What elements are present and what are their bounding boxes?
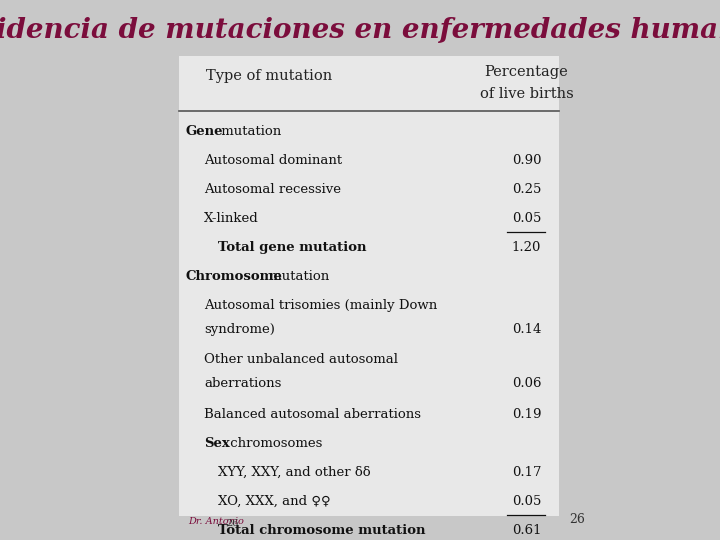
FancyBboxPatch shape [179,57,559,516]
Text: Autosomal dominant: Autosomal dominant [204,154,342,167]
Text: Type of mutation: Type of mutation [207,69,333,83]
Text: 26: 26 [227,519,239,528]
Text: syndrome): syndrome) [204,323,275,336]
Text: Incidencia de mutaciones en enfermedades humanas: Incidencia de mutaciones en enfermedades… [0,17,720,44]
Text: Total chromosome mutation: Total chromosome mutation [217,524,425,537]
Text: aberrations: aberrations [204,377,282,390]
Text: 0.61: 0.61 [512,524,541,537]
Text: mutation: mutation [266,270,330,283]
Text: 0.06: 0.06 [512,377,541,390]
Text: Gene: Gene [186,125,223,138]
Text: 0.25: 0.25 [512,183,541,196]
Text: X-linked: X-linked [204,212,258,225]
Text: XO, XXX, and ♀♀: XO, XXX, and ♀♀ [217,495,330,508]
Text: chromosomes: chromosomes [226,437,322,450]
Text: Other unbalanced autosomal: Other unbalanced autosomal [204,353,398,366]
Text: XYY, XXY, and other δδ: XYY, XXY, and other δδ [217,465,370,479]
Text: Dr. Antonio: Dr. Antonio [188,517,244,526]
Text: 1.20: 1.20 [512,241,541,254]
Text: mutation: mutation [217,125,282,138]
Text: 0.14: 0.14 [512,323,541,336]
Text: 0.17: 0.17 [512,465,541,479]
Text: Total gene mutation: Total gene mutation [217,241,366,254]
Text: Autosomal trisomies (mainly Down: Autosomal trisomies (mainly Down [204,299,437,312]
Text: 0.19: 0.19 [512,408,541,421]
Text: 0.05: 0.05 [512,495,541,508]
Text: Chromosome: Chromosome [186,270,283,283]
Text: 26: 26 [570,513,585,526]
Text: of live births: of live births [480,87,573,101]
Text: Percentage: Percentage [485,65,568,78]
Text: Sex: Sex [204,437,230,450]
Text: Autosomal recessive: Autosomal recessive [204,183,341,196]
Text: Balanced autosomal aberrations: Balanced autosomal aberrations [204,408,421,421]
Text: 0.90: 0.90 [512,154,541,167]
Text: 0.05: 0.05 [512,212,541,225]
